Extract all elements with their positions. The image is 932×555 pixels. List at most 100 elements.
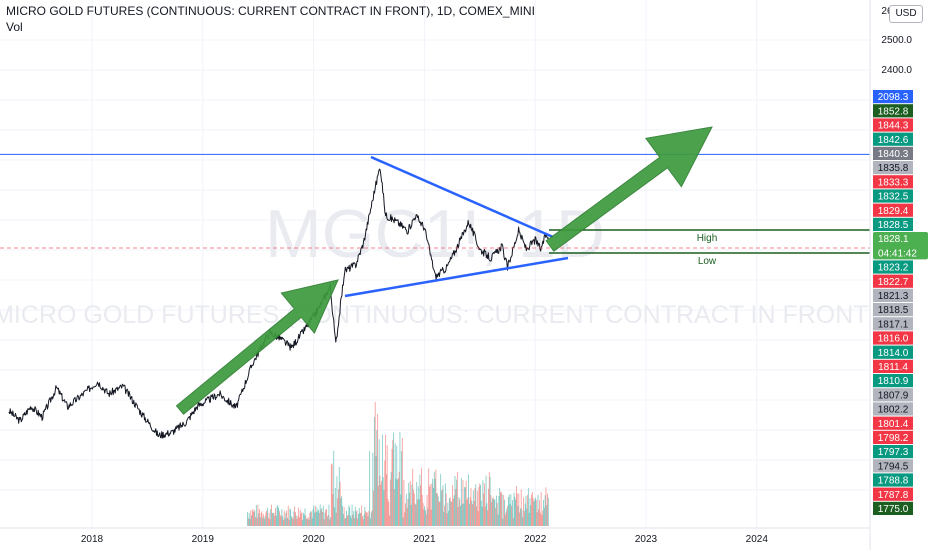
price-tag-bg[interactable]: [873, 388, 913, 402]
volume-bar[interactable]: [379, 475, 381, 526]
price-tag-bg[interactable]: [873, 189, 913, 203]
volume-bar[interactable]: [282, 515, 284, 526]
volume-bar[interactable]: [371, 510, 373, 526]
volume-bar[interactable]: [450, 501, 452, 526]
volume-bar[interactable]: [249, 518, 251, 526]
volume-bar[interactable]: [444, 505, 446, 526]
volume-bar[interactable]: [352, 514, 354, 526]
volume-bar[interactable]: [332, 494, 334, 526]
volume-bar[interactable]: [393, 432, 395, 526]
volume-bar[interactable]: [349, 507, 351, 526]
volume-bar[interactable]: [284, 518, 286, 526]
volume-bar[interactable]: [297, 516, 299, 526]
volume-bar[interactable]: [365, 511, 367, 526]
volume-bar[interactable]: [505, 511, 507, 526]
volume-bar[interactable]: [360, 512, 362, 526]
volume-bar[interactable]: [468, 474, 469, 526]
price-tag-bg[interactable]: [873, 260, 913, 274]
volume-bar[interactable]: [543, 507, 545, 526]
volume-bar[interactable]: [515, 499, 517, 526]
volume-label[interactable]: Vol: [6, 20, 23, 34]
volume-bar[interactable]: [358, 513, 359, 526]
volume-bar[interactable]: [300, 513, 302, 526]
volume-bar[interactable]: [488, 472, 490, 526]
volume-bar[interactable]: [367, 516, 369, 526]
volume-bar[interactable]: [336, 476, 338, 526]
volume-bar[interactable]: [475, 484, 477, 526]
volume-bar[interactable]: [463, 503, 465, 526]
volume-bar[interactable]: [445, 493, 447, 526]
volume-bar[interactable]: [299, 510, 301, 526]
volume-bar[interactable]: [334, 487, 336, 526]
volume-bar[interactable]: [263, 518, 265, 526]
price-tag-bg[interactable]: [873, 274, 913, 288]
volume-bar[interactable]: [391, 448, 393, 526]
price-tag-bg[interactable]: [873, 118, 913, 132]
volume-bar[interactable]: [405, 493, 407, 526]
volume-bar[interactable]: [480, 500, 482, 526]
price-tag-bg[interactable]: [873, 175, 913, 189]
volume-bar[interactable]: [295, 515, 297, 526]
volume-bar[interactable]: [545, 487, 547, 526]
volume-bar[interactable]: [400, 494, 402, 526]
volume-bar[interactable]: [373, 490, 375, 526]
volume-bar[interactable]: [381, 434, 383, 526]
volume-bar[interactable]: [306, 518, 308, 526]
volume-bar[interactable]: [277, 505, 279, 526]
volume-bar[interactable]: [361, 505, 363, 526]
volume-bar[interactable]: [492, 498, 493, 526]
volume-bar[interactable]: [382, 477, 384, 526]
volume-bar[interactable]: [313, 505, 315, 526]
volume-bar[interactable]: [489, 476, 491, 526]
volume-bar[interactable]: [417, 486, 419, 526]
symbol-title[interactable]: MICRO GOLD FUTURES (CONTINUOUS: CURRENT …: [6, 4, 535, 18]
volume-bar[interactable]: [373, 417, 375, 526]
volume-bar[interactable]: [401, 437, 403, 526]
volume-bar[interactable]: [372, 452, 374, 526]
volume-bar[interactable]: [520, 489, 522, 526]
price-tag-bg[interactable]: [873, 473, 913, 487]
volume-bar[interactable]: [488, 488, 489, 526]
volume-bar[interactable]: [397, 478, 399, 526]
volume-bar[interactable]: [459, 499, 461, 526]
volume-bar[interactable]: [323, 519, 325, 526]
volume-bar[interactable]: [496, 502, 498, 526]
volume-bar[interactable]: [326, 516, 328, 526]
volume-bar[interactable]: [527, 495, 529, 526]
volume-bar[interactable]: [389, 479, 391, 526]
volume-bar[interactable]: [412, 468, 414, 526]
volume-bar[interactable]: [456, 471, 458, 526]
volume-bar[interactable]: [428, 468, 430, 526]
volume-bar[interactable]: [405, 503, 406, 526]
volume-bar[interactable]: [252, 512, 254, 526]
price-tag-bg[interactable]: [873, 345, 913, 359]
volume-bar[interactable]: [498, 495, 500, 526]
volume-bar[interactable]: [329, 519, 331, 526]
volume-bar[interactable]: [358, 507, 360, 526]
volume-bar[interactable]: [514, 496, 516, 526]
volume-bar[interactable]: [537, 494, 539, 526]
volume-bar[interactable]: [541, 515, 543, 526]
volume-bar[interactable]: [387, 499, 389, 526]
time-axis[interactable]: [0, 528, 870, 550]
volume-bar[interactable]: [314, 512, 316, 526]
volume-bar[interactable]: [417, 499, 418, 526]
volume-bar[interactable]: [401, 451, 402, 526]
volume-bar[interactable]: [495, 508, 497, 526]
volume-bar[interactable]: [325, 509, 327, 526]
volume-bar[interactable]: [306, 518, 308, 526]
volume-bar[interactable]: [482, 480, 484, 526]
volume-bar[interactable]: [287, 517, 288, 526]
volume-bar[interactable]: [522, 517, 524, 526]
volume-bar[interactable]: [464, 487, 466, 526]
price-tag-bg[interactable]: [873, 90, 913, 104]
volume-bar[interactable]: [271, 512, 273, 526]
volume-bar[interactable]: [389, 515, 391, 526]
volume-bar[interactable]: [312, 509, 314, 526]
volume-bar[interactable]: [407, 498, 409, 526]
volume-bar[interactable]: [247, 518, 249, 526]
volume-bar[interactable]: [421, 467, 422, 526]
volume-bar[interactable]: [338, 466, 340, 526]
volume-bar[interactable]: [340, 498, 342, 526]
volume-bar[interactable]: [409, 481, 411, 526]
